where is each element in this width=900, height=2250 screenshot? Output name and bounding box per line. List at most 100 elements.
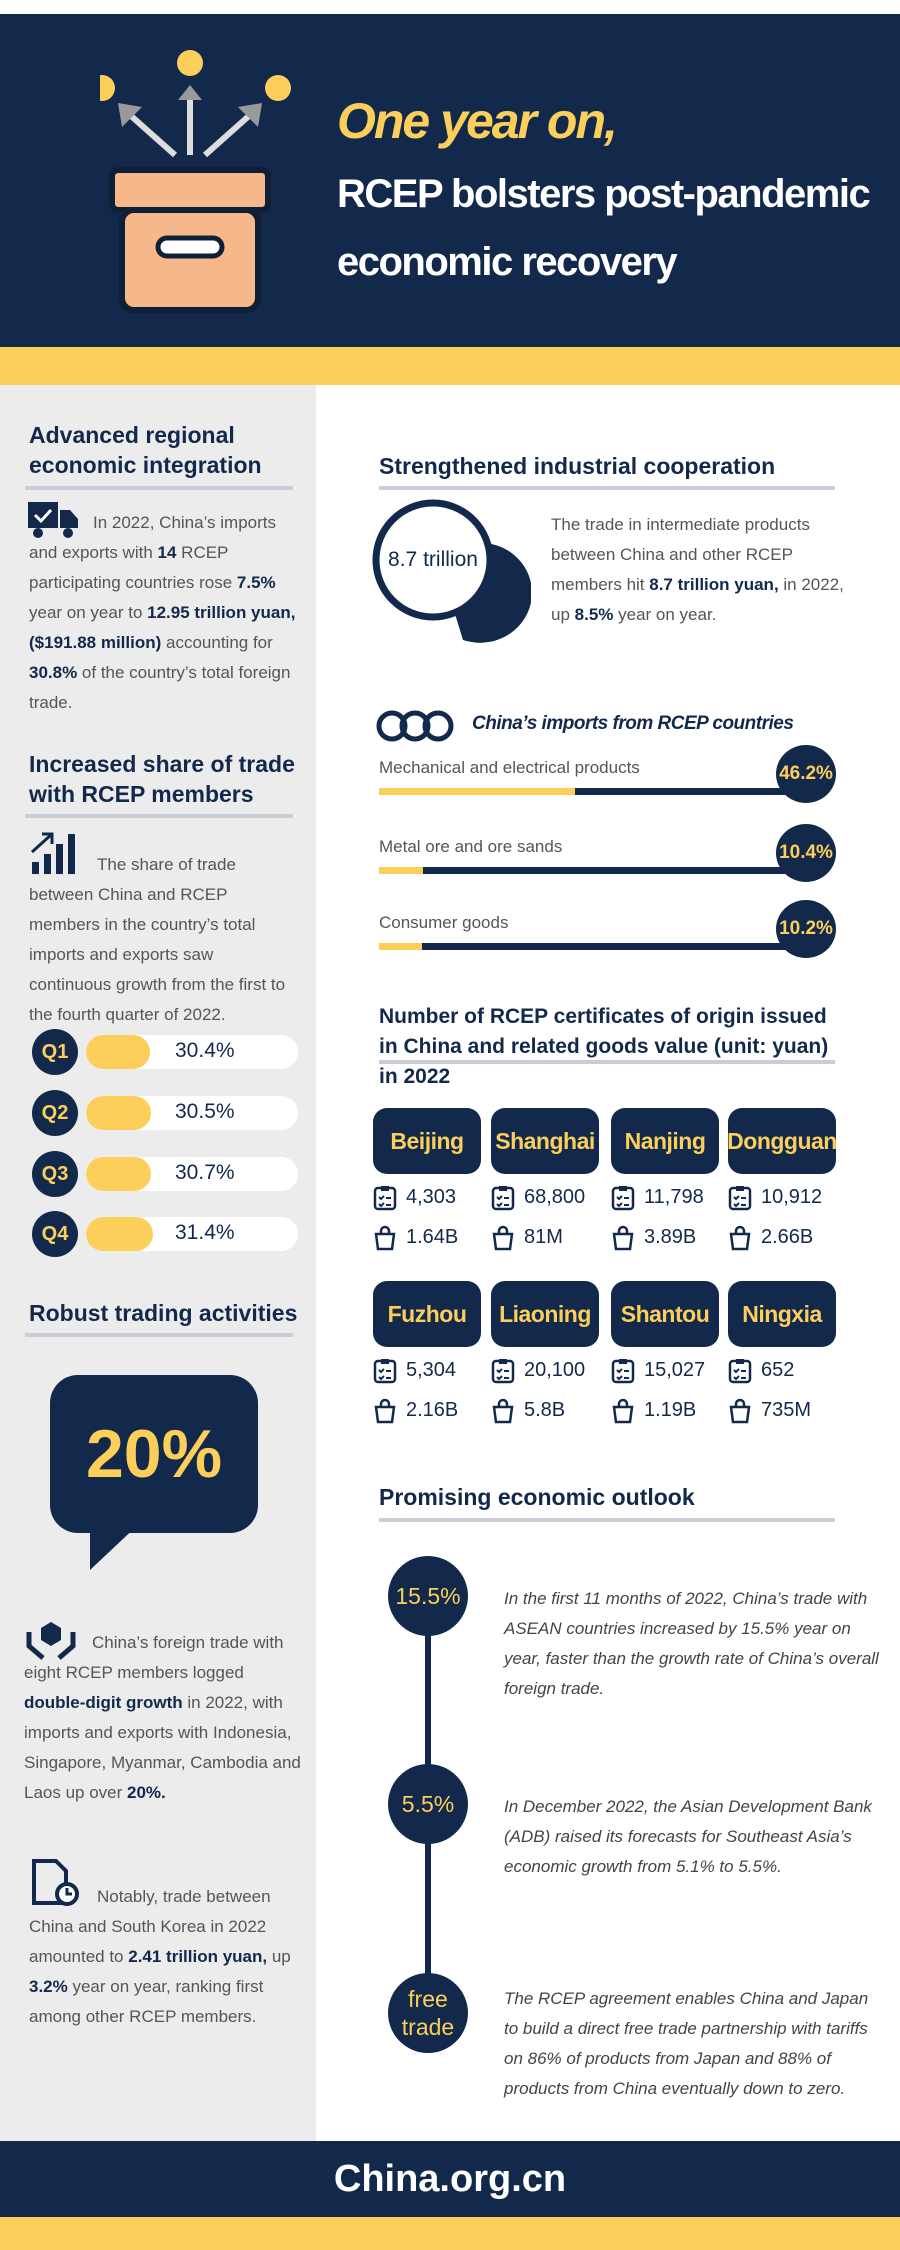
underline [379,486,835,490]
quarter-value: 30.7% [175,1161,235,1184]
icon [491,1358,515,1389]
paragraph: The share of trade between China and RCE… [29,850,299,1030]
bar [379,867,424,874]
paragraph: The trade in intermediate products betwe… [551,510,861,630]
section-heading: Increased share of trade with RCEP membe… [29,751,295,807]
rings-icon [376,710,454,742]
icon [728,1398,752,1429]
section-heading: Promising economic outlook [379,1484,695,1510]
city-value: 5.8B [524,1399,566,1421]
city-tab: Beijing [373,1108,481,1174]
paragraph: In 2022, China’s imports and exports wit… [29,508,309,718]
text-run: 7.5% [236,573,276,592]
text-run: 14 [157,543,177,562]
bar-label: Consumer goods [379,913,509,932]
city-certificates: 20,100 [524,1359,586,1381]
underline [25,814,293,818]
document-icon [32,1859,79,1906]
bar-badge: 10.2% [776,900,836,958]
icon [611,1358,635,1389]
bar-badge: 46.2% [776,745,836,803]
city-tab: Shantou [611,1281,719,1347]
quarter-badge: Q4 [32,1211,78,1257]
timeline-badge: 15.5% [388,1556,468,1636]
city-value: 735M [761,1399,812,1421]
text-run: The share of trade between China and RCE… [29,855,286,1024]
text-run: 8.7 trillion yuan, [649,575,779,594]
city-certificates: 68,800 [524,1186,586,1208]
city-tab: Liaoning [491,1281,599,1347]
section-heading: Strengthened industrial cooperation [379,453,776,479]
title-line: One year on, [337,93,618,149]
text-run: accounting for [161,633,273,652]
text-run: 12.95 trillion yuan,($191.88 million) [29,603,296,652]
quarter-value: 30.4% [175,1039,235,1062]
highlight-number: 20% [85,1416,223,1492]
text-run: in 2022, with imports and exports with I… [24,1693,301,1802]
title-line: economic recovery [337,240,678,284]
city-value: 3.89B [644,1226,697,1248]
left-column [0,385,316,2141]
quarter-track [86,1035,298,1069]
text-run: 30.8% [29,663,78,682]
footer: China.org.cn [0,2141,900,2217]
timeline-text: The RCEP agreement enables China and Jap… [504,1989,869,2098]
text-run: 2.41 trillion yuan, [128,1947,268,1966]
bar-label: Mechanical and electrical products [379,758,640,777]
icon [373,1398,397,1429]
bar-track [379,943,804,950]
paragraph: Notably, trade between China and South K… [29,1882,299,2032]
text-run: year on year, ranking first among other … [29,1977,264,2026]
bar-track [379,867,804,874]
city-certificates: 5,304 [406,1359,457,1381]
text-run: up [267,1947,291,1966]
text-run: in 2022, up [551,575,844,624]
city-tab: Nanjing [611,1108,719,1174]
quarter-bar [86,1157,152,1191]
quarter-bar [86,1096,151,1130]
header-stripe [0,347,900,385]
icon [491,1185,515,1216]
city-certificates: 15,027 [644,1359,706,1381]
icon [728,1358,752,1389]
text-run: The trade in intermediate products betwe… [551,515,810,594]
text-run: of the country’s total foreign trade. [29,663,291,712]
underline [379,1060,835,1064]
truck-icon [28,502,78,538]
quarter-badge: Q1 [32,1029,78,1075]
city-certificates: 10,912 [761,1186,823,1208]
text-run: In 2022, China’s imports and exports wit… [29,513,277,562]
underline [25,1333,293,1337]
city-certificates: 11,798 [644,1186,704,1208]
section-heading: Advanced regional economic integration [29,422,262,478]
text-run: year on year. [613,605,717,624]
underline [25,486,293,490]
quarter-bar [86,1217,153,1251]
quarter-value: 30.5% [175,1100,235,1123]
quarter-track [86,1157,298,1191]
quarter-value: 31.4% [175,1221,235,1244]
city-value: 81M [524,1226,563,1248]
chart-icon [30,832,75,874]
city-certificates: 4,303 [406,1186,457,1208]
timeline-badge: 5.5% [388,1764,468,1844]
city-certificates: 652 [761,1359,795,1381]
timeline-text: In December 2022, the Asian Development … [504,1797,872,1876]
icon [728,1225,752,1256]
icon [611,1398,635,1429]
text-run: year on year to [29,603,148,622]
icon [373,1185,397,1216]
section-heading: Number of RCEP certificates of origin is… [379,1005,829,1088]
city-value: 1.64B [406,1226,459,1248]
bar [379,788,576,795]
footer-stripe [0,2217,900,2250]
quarter-badge: Q2 [32,1090,78,1136]
text-run: 20%. [127,1783,166,1802]
speech-bubble [372,499,531,643]
timeline-badge: free trade [388,1973,468,2053]
city-tab: Dongguan [727,1108,837,1174]
bar [379,943,423,950]
underline [379,1518,835,1522]
timeline-text: In the first 11 months of 2022, China’s … [504,1589,879,1698]
